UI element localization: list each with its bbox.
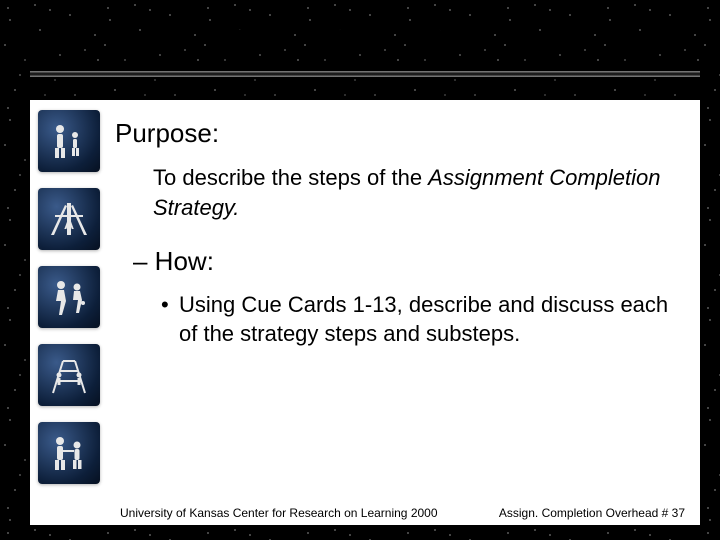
content-area: Purpose: To describe the steps of the As… xyxy=(30,100,700,525)
footer-right: Assign. Completion Overhead # 37 xyxy=(499,506,685,520)
svg-text:A: A xyxy=(64,216,74,232)
starfield-left xyxy=(0,0,30,540)
badge-icon xyxy=(38,422,100,484)
title-area: Stage 2: Describe (page 18) xyxy=(0,15,720,52)
badge-icon xyxy=(38,344,100,406)
badge-icon: A xyxy=(38,188,100,250)
how-label: – How: xyxy=(133,246,670,277)
starfield-bottom xyxy=(0,525,720,540)
badge-icon xyxy=(38,266,100,328)
starfield-right xyxy=(700,0,720,540)
purpose-text: To describe the steps of the Assignment … xyxy=(153,163,670,222)
badge-icon xyxy=(38,110,100,172)
footer: University of Kansas Center for Research… xyxy=(120,506,685,520)
how-bullet: Using Cue Cards 1-13, describe and discu… xyxy=(161,291,670,348)
icon-column: A xyxy=(38,110,100,484)
purpose-pre: To describe the steps of the xyxy=(153,165,428,190)
title-main: Stage 2: Describe xyxy=(191,15,435,51)
purpose-label: Purpose: xyxy=(115,118,670,149)
title-sub: (page 18) xyxy=(435,24,529,50)
horizontal-rule xyxy=(30,71,700,77)
footer-left: University of Kansas Center for Research… xyxy=(120,506,438,520)
